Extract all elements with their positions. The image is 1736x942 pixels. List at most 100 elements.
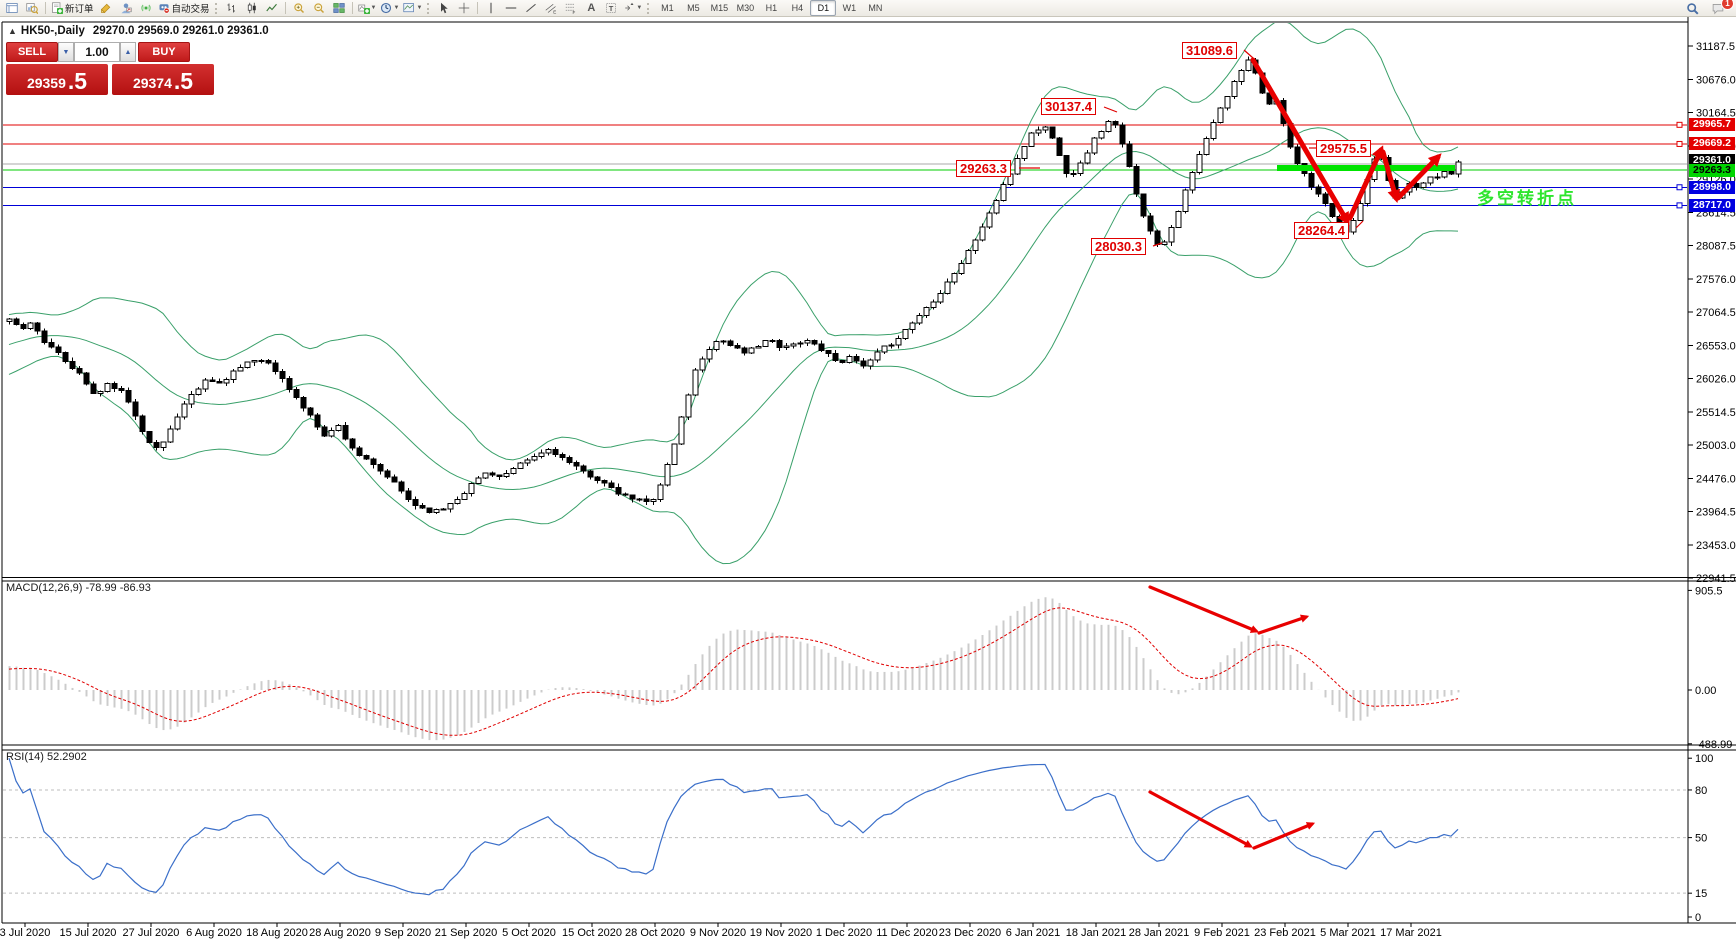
cn-annotation-text[interactable]: 多空转折点: [1477, 189, 1577, 208]
candle-down: [384, 470, 391, 478]
bar-chart-mode-icon[interactable]: [222, 1, 242, 16]
templates-icon[interactable]: ▼: [401, 1, 424, 16]
tile-windows-icon[interactable]: [329, 1, 349, 16]
timeframe-M5[interactable]: M5: [687, 3, 700, 13]
candlestick-mode-icon[interactable]: [242, 1, 262, 16]
timeframe-MN[interactable]: MN: [868, 3, 883, 13]
chat-icon[interactable]: 1: [1708, 0, 1734, 16]
candle-down: [412, 498, 419, 507]
candle-up: [503, 473, 510, 478]
volume-increase-button[interactable]: ▲: [120, 42, 136, 62]
candle-down: [272, 362, 279, 372]
timeframe-D1[interactable]: D1: [810, 0, 837, 16]
candle-down: [349, 438, 356, 449]
x-axis-date-label: 1 Dec 2020: [816, 927, 872, 939]
candle-down: [55, 346, 62, 354]
timeframe-M1[interactable]: M1: [661, 3, 674, 13]
autotrading-button[interactable]: 自动交易: [156, 1, 212, 16]
y-axis-label: 30164.5: [1696, 108, 1736, 120]
timeframe-H4[interactable]: H4: [791, 3, 804, 13]
workspace-icon[interactable]: [2, 1, 22, 16]
trend-arrow-rsi: [1148, 790, 1253, 848]
news-broadcast-icon[interactable]: [136, 1, 156, 16]
candle-up: [937, 292, 944, 303]
candle-down: [139, 415, 146, 433]
candle-up: [174, 416, 181, 430]
candle-up: [1021, 145, 1028, 159]
trend-arrow-macd: [1148, 585, 1260, 633]
volume-input[interactable]: 1.00: [74, 42, 120, 62]
price-annotation-29263.3[interactable]: 29263.3: [956, 160, 1011, 177]
signals-icon[interactable]: [116, 1, 136, 16]
metaeditor-icon[interactable]: [96, 1, 116, 16]
candle-up: [993, 200, 1000, 214]
x-axis-date-label: 15 Oct 2020: [562, 927, 622, 939]
price-annotation-28264.4[interactable]: 28264.4: [1294, 222, 1349, 239]
timeframe-W1[interactable]: W1: [842, 3, 857, 13]
price-annotation-31089.6[interactable]: 31089.6: [1182, 42, 1237, 59]
arrows-tool-icon[interactable]: ▼: [621, 1, 644, 16]
timeframe-group: M1 M5 M15 M30 H1 H4 D1 W1 MN: [654, 0, 888, 16]
channel-tool-icon[interactable]: E: [541, 1, 561, 16]
sell-button[interactable]: SELL: [6, 42, 58, 62]
candle-up: [202, 379, 209, 390]
x-axis-date-label: 5 Oct 2020: [502, 927, 556, 939]
y-axis-label: 23453.0: [1696, 540, 1736, 552]
candle-down: [580, 465, 587, 472]
candle-down: [601, 480, 608, 484]
candle-down: [1133, 165, 1140, 195]
timeframe-H1[interactable]: H1: [765, 3, 778, 13]
cursor-tool-icon[interactable]: [434, 1, 454, 16]
candle-up: [433, 509, 440, 514]
candle-down: [839, 360, 846, 364]
macd-panel-title: MACD(12,26,9) -78.99 -86.93: [6, 582, 151, 594]
text-label-tool-icon[interactable]: T: [601, 1, 621, 16]
horizontal-line-tool-icon[interactable]: [501, 1, 521, 16]
timeframe-M30[interactable]: M30: [736, 3, 755, 13]
volume-decrease-button[interactable]: ▼: [58, 42, 74, 62]
text-tool-icon[interactable]: A: [587, 2, 596, 14]
fibonacci-tool-icon[interactable]: F: [561, 1, 581, 16]
search-icon[interactable]: [1682, 1, 1702, 16]
crosshair-tool-icon[interactable]: [454, 1, 474, 16]
green-highlight-bar: [1277, 165, 1455, 171]
axis-tag-28998.0: 28998.0: [1689, 180, 1735, 194]
rsi-panel-title: RSI(14) 52.2902: [6, 751, 87, 763]
hline-handle: [1676, 202, 1683, 209]
buy-price-display[interactable]: 29374 .5: [112, 64, 214, 95]
sell-price-display[interactable]: 29359 .5: [6, 64, 108, 95]
new-order-button[interactable]: 新订单: [49, 1, 96, 16]
timeframe-M15[interactable]: M15: [710, 3, 729, 13]
vertical-line-tool-icon[interactable]: [481, 1, 501, 16]
price-annotation-28030.3[interactable]: 28030.3: [1091, 238, 1146, 255]
candle-up: [1203, 137, 1210, 156]
buy-button[interactable]: BUY: [138, 42, 190, 62]
trendline-tool-icon[interactable]: [521, 1, 541, 16]
candle-down: [146, 431, 153, 443]
market-watch-icon[interactable]: [22, 1, 42, 16]
add-indicator-button[interactable]: ▼: [356, 1, 379, 16]
candle-up: [1161, 241, 1168, 245]
collapse-icon[interactable]: ▲: [8, 26, 17, 36]
chart-symbol: HK50-,Daily: [20, 25, 85, 37]
x-axis-date-label: 11 Dec 2020: [876, 927, 938, 939]
x-axis-date-label: 15 Jul 2020: [60, 927, 117, 939]
price-annotation-29575.5[interactable]: 29575.5: [1316, 140, 1371, 157]
zoom-out-icon[interactable]: [309, 1, 329, 16]
candle-up: [1014, 157, 1021, 175]
line-chart-mode-icon[interactable]: [262, 1, 282, 16]
candle-down: [587, 470, 594, 478]
period-clock-icon[interactable]: ▼: [378, 1, 401, 16]
candle-up: [468, 483, 475, 494]
y-axis-label: 23964.5: [1696, 507, 1736, 519]
y-axis-label: 31187.5: [1696, 41, 1735, 53]
zoom-in-icon[interactable]: [289, 1, 309, 16]
price-annotation-30137.4[interactable]: 30137.4: [1041, 98, 1096, 115]
candle-down: [734, 345, 741, 349]
candle-down: [216, 380, 223, 384]
candle-up: [755, 345, 762, 349]
trend-arrow-main: [1347, 145, 1384, 221]
candle-down: [398, 481, 405, 492]
buy-price-int: 29374: [132, 75, 172, 91]
